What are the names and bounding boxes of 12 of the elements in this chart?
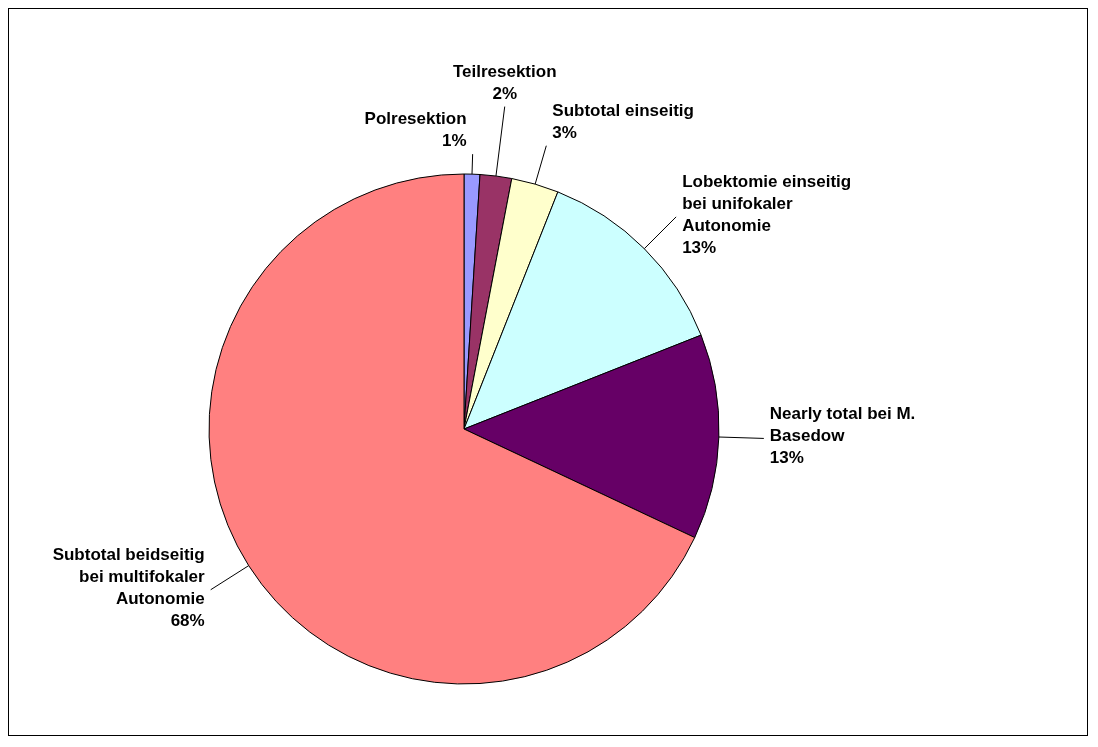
slice-label: Subtotal einseitig	[552, 100, 694, 120]
slice-label: Nearly total bei M. Basedow	[769, 404, 916, 446]
slice-label: Lobektomie einseitig bei unifokaler Autonomie	[682, 171, 852, 235]
data-label: 68%	[170, 610, 205, 630]
data-label: 3%	[552, 122, 577, 142]
data-label: 13%	[769, 448, 804, 468]
data-label: 1%	[442, 131, 467, 151]
slice-label: Subtotal beidseitig bei multifokaler Autonomie	[52, 544, 206, 608]
data-label: 2%	[492, 83, 518, 103]
data-label: 13%	[682, 237, 717, 257]
slice-label: Teilresektion	[452, 61, 557, 81]
slice-label: Polresektion	[364, 109, 467, 129]
